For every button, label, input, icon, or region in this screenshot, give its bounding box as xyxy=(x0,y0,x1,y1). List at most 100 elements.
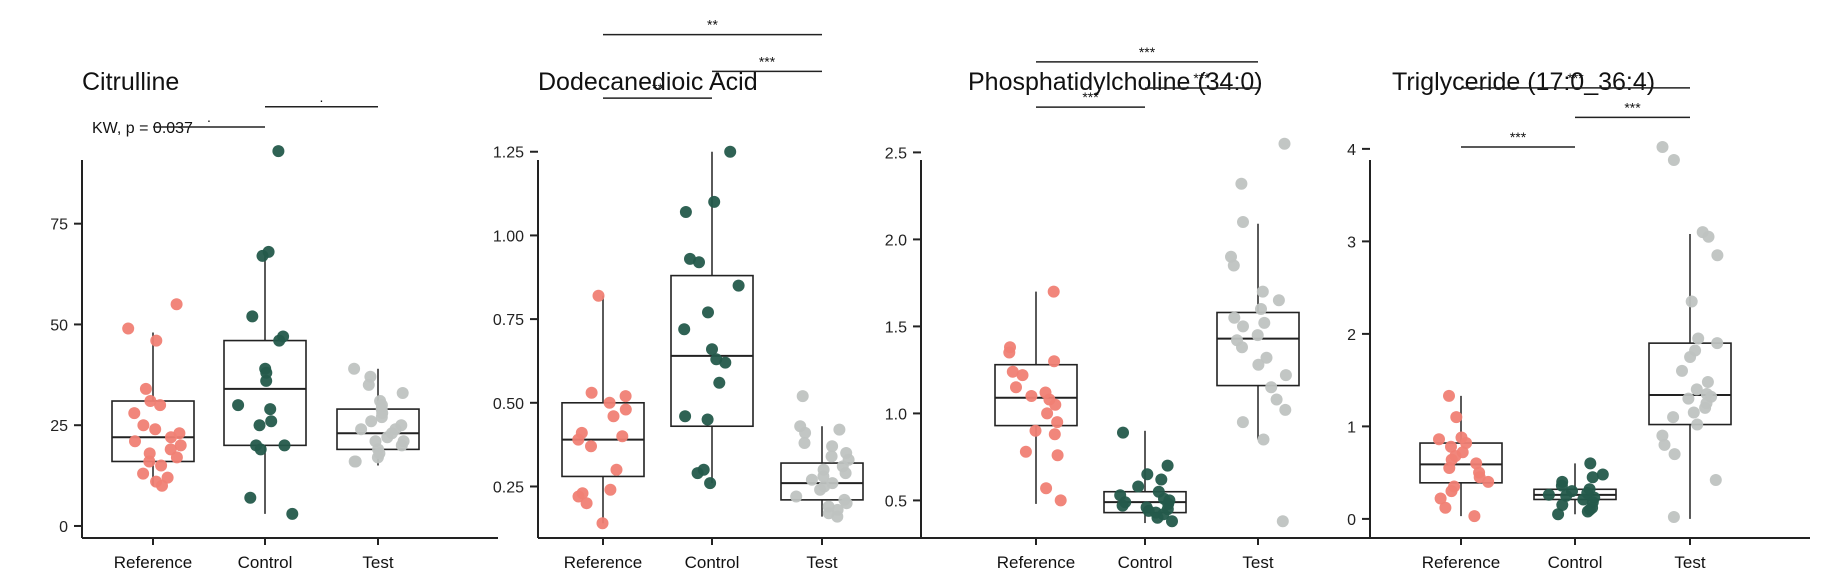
data-point-reference xyxy=(170,298,183,311)
data-point-test xyxy=(1711,337,1724,350)
data-point-control xyxy=(1141,468,1154,481)
data-point-test xyxy=(805,473,818,486)
y-tick-label: 0.25 xyxy=(493,479,524,496)
data-point-control xyxy=(693,256,705,269)
panel-triglyceride: Triglyceride (17:0_36:4) 0 1 2 3 4 Reference Co… xyxy=(1347,68,1810,572)
x-tick-label: Test xyxy=(1674,553,1705,572)
data-point-control xyxy=(710,353,723,366)
data-point-control xyxy=(254,443,267,456)
data-point-reference xyxy=(1025,390,1038,402)
data-point-test xyxy=(833,423,846,436)
data-point-reference xyxy=(170,451,183,464)
data-point-test xyxy=(348,362,361,375)
data-point-test xyxy=(1236,416,1249,429)
data-point-reference xyxy=(572,433,585,446)
data-point-reference xyxy=(143,455,156,468)
data-point-reference xyxy=(1040,482,1053,495)
data-point-control xyxy=(719,356,732,369)
y-tick-label: 2 xyxy=(1347,327,1356,344)
data-point-control xyxy=(724,145,737,158)
data-point-reference xyxy=(1048,355,1061,368)
significance-label: . xyxy=(320,89,324,105)
data-point-reference xyxy=(122,322,135,335)
data-point-test xyxy=(395,439,408,452)
data-point-control xyxy=(246,310,259,323)
data-point-control xyxy=(260,374,273,387)
data-point-test xyxy=(1711,249,1724,262)
significance-label: *** xyxy=(1567,70,1584,86)
y-tick-label: 0 xyxy=(59,519,68,536)
data-point-reference xyxy=(1460,437,1473,449)
data-point-control xyxy=(1596,468,1609,481)
chart-title: Triglyceride (17:0_36:4) xyxy=(1392,68,1655,96)
data-point-test xyxy=(362,378,375,391)
data-point-reference xyxy=(1016,369,1029,382)
data-point-test xyxy=(1690,383,1703,396)
iqr-box xyxy=(223,339,307,447)
data-point-control xyxy=(264,403,277,416)
data-point-reference xyxy=(596,517,609,530)
data-point-reference xyxy=(1443,462,1456,474)
data-point-control xyxy=(278,439,291,452)
y-tick-label: 1.25 xyxy=(493,145,524,162)
x-tick-label: Reference xyxy=(1422,553,1500,572)
data-point-reference xyxy=(1047,285,1060,298)
y-tick-label: 4 xyxy=(1347,142,1356,159)
data-point-test xyxy=(1279,369,1292,382)
data-point-reference xyxy=(1439,501,1452,514)
data-point-reference xyxy=(1041,407,1054,420)
data-point-test xyxy=(355,423,368,436)
data-point-control xyxy=(704,477,717,490)
data-point-test xyxy=(839,467,852,480)
data-point-control xyxy=(691,467,704,480)
data-point-reference xyxy=(580,497,593,510)
y-tick-label: 2.5 xyxy=(885,145,907,162)
data-point-test xyxy=(1668,448,1681,461)
data-point-test xyxy=(1236,341,1248,354)
data-point-test xyxy=(1237,320,1249,333)
data-point-test xyxy=(799,426,812,439)
data-point-reference xyxy=(610,463,623,476)
data-point-test xyxy=(798,437,811,449)
data-point-test xyxy=(1701,376,1714,388)
data-point-control xyxy=(272,145,285,158)
data-point-reference xyxy=(585,440,597,453)
data-point-reference xyxy=(1051,449,1064,462)
data-point-reference xyxy=(1434,492,1447,505)
data-point-test xyxy=(1227,259,1240,272)
data-point-test xyxy=(1667,511,1680,523)
y-tick-label: 3 xyxy=(1347,234,1356,251)
data-point-reference xyxy=(156,479,168,492)
data-point-test xyxy=(826,440,839,453)
y-tick-label: 50 xyxy=(50,317,68,334)
data-point-reference xyxy=(1049,398,1062,411)
data-point-reference xyxy=(1445,440,1457,453)
y-tick-label: 1 xyxy=(1347,419,1356,436)
data-point-test xyxy=(1237,216,1249,228)
significance-label: . xyxy=(207,109,211,125)
data-point-test xyxy=(1251,329,1264,342)
data-point-control xyxy=(1586,471,1599,484)
data-point-test xyxy=(825,450,838,463)
data-point-reference xyxy=(128,407,141,420)
x-tick-label: Test xyxy=(1242,553,1273,572)
chart-title: Phosphatidylcholine (34:0) xyxy=(968,68,1263,96)
data-point-test xyxy=(1256,285,1269,298)
data-point-test xyxy=(1667,411,1680,424)
data-point-reference xyxy=(1054,494,1067,507)
data-point-control xyxy=(1161,459,1174,472)
data-point-test xyxy=(1279,403,1292,416)
data-point-control xyxy=(732,279,745,292)
data-point-test xyxy=(371,451,384,464)
data-point-test xyxy=(375,411,388,424)
data-point-test xyxy=(1278,137,1291,150)
panel-phosphatidylcholine: Phosphatidylcholine (34:0) 0.5 1.0 1.5 2.0 2.… xyxy=(885,44,1378,572)
data-point-control xyxy=(679,410,692,423)
y-tick-label: 1.0 xyxy=(885,406,907,423)
data-point-control xyxy=(1132,480,1145,493)
data-point-reference xyxy=(155,459,168,472)
data-point-test xyxy=(1255,303,1267,315)
y-tick-label: 0.50 xyxy=(493,396,524,413)
data-point-reference xyxy=(144,395,157,407)
